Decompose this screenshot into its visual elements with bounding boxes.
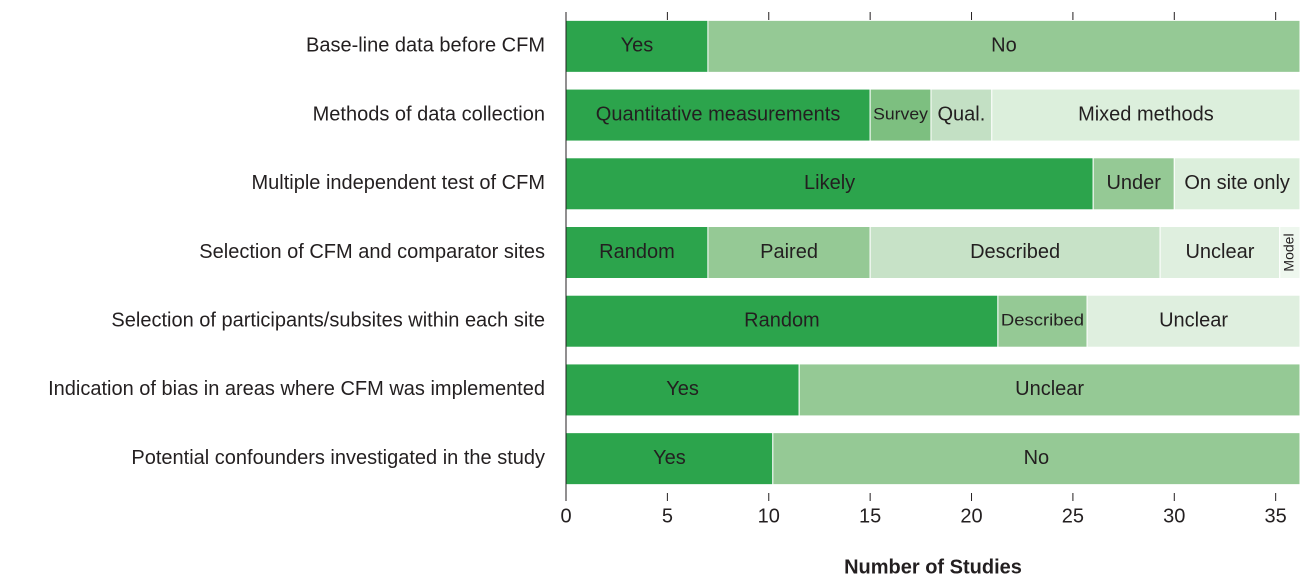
x-tick-label: 20 — [960, 505, 982, 527]
segment-label: Yes — [621, 35, 654, 57]
bar-segment — [1279, 226, 1301, 279]
segment-label: Described — [970, 241, 1060, 263]
bar-segment — [565, 19, 709, 73]
bar-segment — [1173, 157, 1301, 211]
x-tick-label: 0 — [560, 505, 571, 527]
bar-segment — [565, 157, 1094, 211]
x-tick-label: 10 — [758, 505, 780, 527]
category-label: Potential confounders investigated in th… — [131, 447, 545, 469]
x-axis-title: Number of Studies — [844, 556, 1022, 578]
x-tick-label: 25 — [1062, 505, 1084, 527]
bar-segment — [798, 363, 1301, 417]
bar-segment — [1086, 294, 1301, 348]
bar-segment — [707, 19, 1301, 73]
x-tick-label: 35 — [1265, 505, 1287, 527]
segment-label: Survey — [873, 105, 928, 124]
segment-label: Unclear — [1159, 309, 1228, 331]
segment-label: Unclear — [1185, 241, 1254, 263]
bar-segment — [1159, 226, 1281, 279]
segment-label: No — [991, 35, 1017, 57]
bar-segment — [991, 88, 1301, 142]
x-tick-label: 15 — [859, 505, 881, 527]
segment-label: Qual. — [937, 103, 985, 125]
segment-label: Under — [1106, 172, 1161, 194]
segment-label: On site only — [1184, 172, 1290, 194]
segment-label: Yes — [653, 447, 686, 469]
segment-label: Unclear — [1015, 378, 1084, 400]
bar-segment — [565, 88, 871, 142]
bar-segment — [772, 432, 1301, 486]
segment-label: Mixed methods — [1078, 103, 1214, 125]
bar-segment — [565, 432, 774, 486]
bar-segment — [869, 226, 1161, 279]
segment-label: Paired — [760, 241, 818, 263]
segment-label: Random — [744, 309, 820, 331]
category-label: Multiple independent test of CFM — [252, 172, 546, 194]
category-label: Base-line data before CFM — [306, 35, 545, 57]
bar-segment — [997, 294, 1088, 348]
segment-label: No — [1024, 447, 1050, 469]
segment-label: Random — [599, 241, 675, 263]
segment-label: Likely — [804, 172, 855, 194]
bar-segment — [1092, 157, 1175, 211]
bar-segment — [565, 294, 999, 348]
bar-segment — [565, 226, 709, 279]
category-label: Methods of data collection — [313, 103, 545, 125]
segment-label: Described — [1001, 311, 1084, 330]
segment-label: Model — [1281, 233, 1297, 271]
category-label: Selection of participants/subsites withi… — [111, 309, 545, 331]
bar-segment — [565, 363, 800, 417]
category-label: Selection of CFM and comparator sites — [199, 241, 545, 263]
category-label: Indication of bias in areas where CFM wa… — [48, 378, 545, 400]
segment-label: Quantitative measurements — [596, 103, 841, 125]
segment-label: Yes — [666, 378, 699, 400]
bar-segment — [930, 88, 993, 142]
x-tick-label: 30 — [1163, 505, 1185, 527]
x-tick-label: 5 — [662, 505, 673, 527]
